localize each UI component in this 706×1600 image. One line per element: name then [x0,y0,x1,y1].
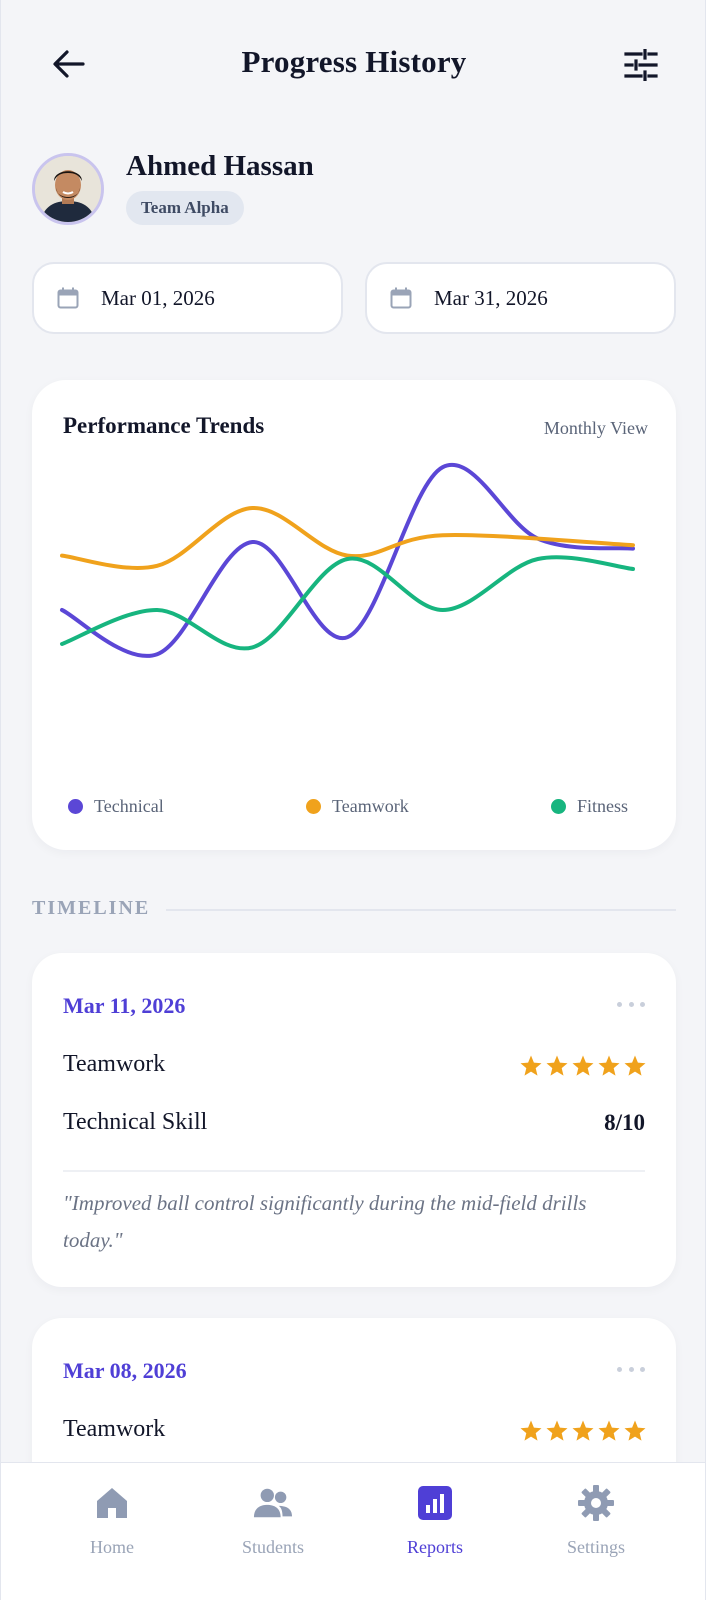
calendar-icon [389,286,413,310]
star-filled-icon [572,1420,594,1441]
start-date-picker[interactable]: Mar 01, 2026 [32,262,343,334]
top-bar: Progress History [1,0,705,130]
dot-icon [617,1366,622,1372]
dot-icon [628,1001,634,1007]
arrow-left-icon [53,50,85,78]
student-name: Ahmed Hassan [126,150,314,182]
metric-name: Technical Skill [63,1109,208,1135]
dot-icon [640,1001,645,1007]
star-rating [519,1419,647,1443]
dot-icon [628,1366,634,1372]
nav-settings[interactable]: Settings [526,1483,666,1558]
avatar-photo [35,156,101,222]
entry-date: Mar 08, 2026 [63,1358,187,1383]
legend-dot [306,799,321,814]
legend-label: Technical [94,796,164,816]
star-filled-icon [572,1055,594,1076]
end-date-value: Mar 31, 2026 [434,285,548,310]
legend-technical: Technical [68,796,164,817]
legend-dot [68,799,83,814]
start-date-value: Mar 01, 2026 [101,285,215,310]
chart-view-toggle[interactable]: Monthly View [543,418,648,438]
gear-icon [576,1483,616,1523]
trend-chart [60,462,635,658]
legend-fitness: Fitness [551,796,628,817]
nav-label: Home [90,1537,134,1557]
dot-icon [640,1366,645,1372]
legend-label: Fitness [577,796,629,816]
entry-date: Mar 11, 2026 [63,993,186,1018]
page-title: Progress History [241,44,467,79]
series-line-teamwork [60,505,635,570]
team-badge: Team Alpha [126,191,244,225]
nav-label: Reports [407,1537,463,1557]
more-options-button[interactable] [617,1358,645,1380]
performance-trends-card: Performance Trends Monthly View Technica… [32,380,676,850]
star-filled-icon [546,1055,568,1076]
avatar [32,153,104,225]
bar-chart-icon [415,1483,455,1523]
metric-score: 8/10 [604,1110,645,1135]
nav-label: Settings [566,1537,625,1557]
sliders-icon [624,49,658,81]
star-filled-icon [598,1420,620,1441]
metric-name: Teamwork [63,1051,166,1077]
back-button[interactable] [49,44,89,84]
star-filled-icon [520,1055,542,1076]
chart-title: Performance Trends [63,413,265,438]
series-line-fitness [60,555,635,651]
nav-students[interactable]: Students [203,1483,343,1558]
entry-divider [63,1170,645,1172]
calendar-icon [56,286,80,310]
star-filled-icon [624,1420,646,1441]
nav-home[interactable]: Home [42,1483,182,1558]
home-icon [92,1483,132,1523]
coach-note: "Improved ball control significantly dur… [63,1191,587,1252]
end-date-picker[interactable]: Mar 31, 2026 [365,262,676,334]
star-filled-icon [598,1055,620,1076]
legend-teamwork: Teamwork [306,796,409,817]
nav-label: Students [241,1537,304,1557]
series-line-technical [60,462,635,658]
bottom-navigation: Home Students Reports Settings [1,1462,705,1600]
timeline-divider [166,909,676,911]
star-rating [519,1054,647,1078]
timeline-heading: TIMELINE [32,897,151,919]
legend-label: Teamwork [332,796,409,816]
more-options-button[interactable] [617,993,645,1015]
filter-button[interactable] [619,44,663,86]
star-filled-icon [624,1055,646,1076]
users-icon [253,1483,293,1523]
timeline-entry[interactable]: Mar 11, 2026 Teamwork Technical Skill 8/… [32,953,676,1287]
star-filled-icon [520,1420,542,1441]
metric-name: Teamwork [63,1416,166,1442]
star-filled-icon [546,1420,568,1441]
legend-dot [551,799,566,814]
nav-reports[interactable]: Reports [365,1483,505,1558]
dot-icon [617,1001,622,1007]
